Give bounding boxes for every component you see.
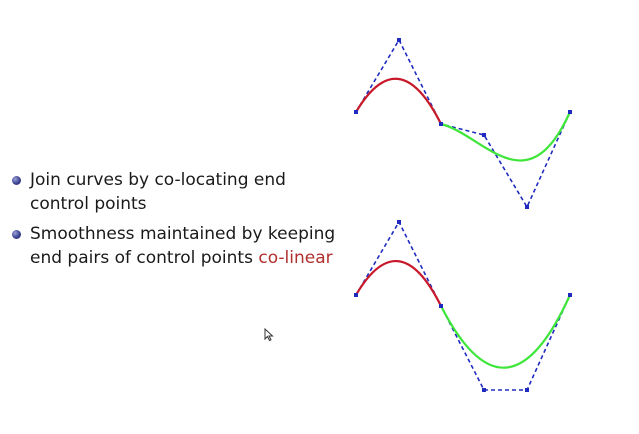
control-point	[482, 388, 486, 392]
top-control-polygon	[355, 38, 571, 209]
bullet-text-line2: control points	[30, 194, 147, 214]
control-point	[525, 388, 529, 392]
bottom-second-curve	[440, 294, 572, 369]
control-point	[439, 122, 443, 126]
control-point	[482, 133, 486, 137]
bullet-dot	[12, 230, 21, 239]
top-first-curve	[355, 77, 442, 125]
colinear-highlight: co-linear	[258, 248, 333, 268]
bullet-text-line1: Smoothness maintained by keeping	[30, 224, 336, 244]
bullet-item-join-curves: Join curves by co-locating end control p…	[10, 168, 350, 216]
bottom-control-polygon	[355, 220, 571, 391]
bottom-diagram	[354, 220, 572, 392]
bullet-text-line2: end pairs of control points	[30, 248, 259, 268]
control-point	[397, 38, 401, 42]
bottom-control-points	[354, 220, 572, 392]
control-point	[439, 304, 443, 308]
bullet-text-line1: Join curves by co-locating end	[30, 170, 286, 190]
control-point	[397, 220, 401, 224]
bullet-list: Join curves by co-locating end control p…	[10, 168, 350, 276]
control-point	[525, 205, 529, 209]
bullet-item-smoothness: Smoothness maintained by keeping end pai…	[10, 222, 350, 270]
bullet-dot	[12, 176, 21, 185]
mouse-pointer-icon	[264, 328, 274, 342]
control-point	[354, 110, 358, 114]
control-point	[354, 293, 358, 297]
control-point	[568, 293, 572, 297]
top-diagram	[354, 38, 572, 209]
top-control-points	[354, 38, 572, 209]
bottom-first-curve	[355, 259, 442, 307]
top-second-curve	[440, 111, 572, 162]
control-point	[568, 110, 572, 114]
